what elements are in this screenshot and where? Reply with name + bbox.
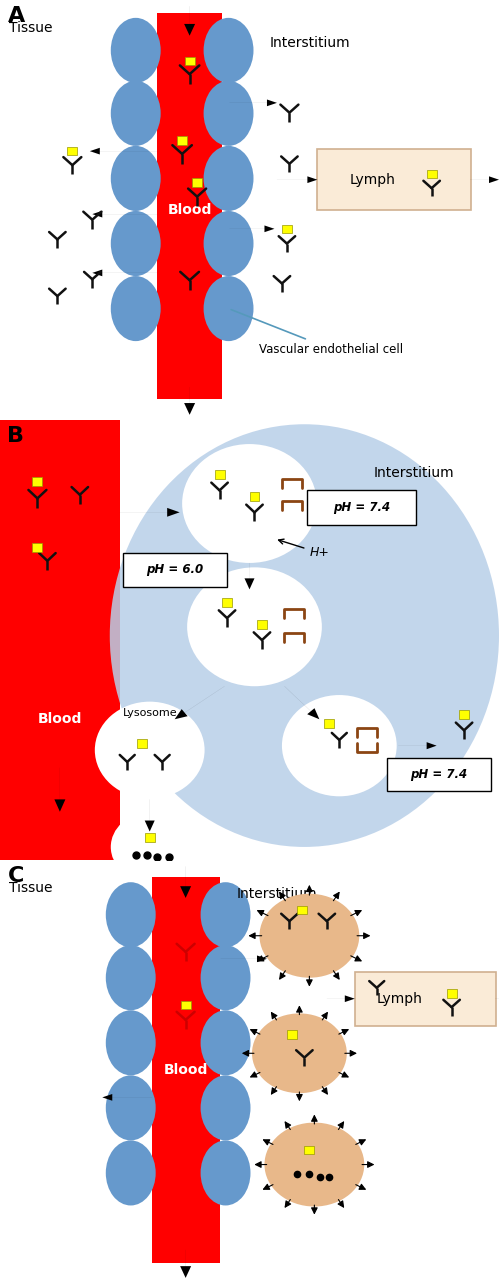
FancyArrow shape: [470, 177, 499, 183]
Text: Blood: Blood: [38, 712, 82, 726]
Ellipse shape: [106, 1010, 156, 1075]
FancyArrow shape: [120, 508, 180, 517]
Bar: [282, 224, 292, 233]
Text: Lymph: Lymph: [377, 992, 423, 1006]
Ellipse shape: [204, 81, 253, 146]
FancyBboxPatch shape: [355, 972, 496, 1025]
FancyArrow shape: [145, 800, 155, 832]
FancyArrow shape: [245, 563, 254, 589]
Bar: [157, 13, 222, 399]
FancyArrow shape: [175, 686, 225, 719]
Ellipse shape: [111, 211, 161, 276]
FancyBboxPatch shape: [123, 553, 227, 586]
Ellipse shape: [111, 146, 161, 211]
Bar: [324, 719, 334, 728]
Bar: [297, 905, 307, 914]
FancyArrow shape: [184, 6, 195, 36]
Ellipse shape: [106, 1140, 156, 1206]
Circle shape: [182, 444, 317, 563]
Bar: [287, 1030, 297, 1038]
FancyArrow shape: [184, 387, 195, 415]
Circle shape: [252, 1014, 347, 1093]
Text: Blood: Blood: [164, 1064, 208, 1076]
Bar: [152, 877, 220, 1263]
FancyArrow shape: [221, 955, 267, 963]
Bar: [215, 471, 225, 479]
Text: C: C: [7, 867, 24, 887]
Ellipse shape: [204, 146, 253, 211]
Text: Tissue: Tissue: [9, 20, 52, 35]
Bar: [257, 621, 267, 628]
FancyArrow shape: [54, 768, 65, 812]
FancyArrow shape: [277, 177, 317, 183]
Bar: [177, 137, 187, 145]
Bar: [185, 56, 195, 65]
Ellipse shape: [201, 1140, 250, 1206]
Text: Interstitium: Interstitium: [237, 887, 318, 901]
FancyArrow shape: [495, 996, 499, 1002]
Text: A: A: [7, 6, 25, 27]
Text: Lymph: Lymph: [349, 173, 395, 187]
Bar: [32, 543, 42, 552]
FancyArrow shape: [92, 270, 157, 276]
Ellipse shape: [110, 424, 499, 847]
Text: Blood: Blood: [168, 204, 212, 216]
FancyBboxPatch shape: [317, 150, 471, 210]
Bar: [192, 178, 202, 187]
Bar: [459, 710, 469, 719]
Ellipse shape: [204, 276, 253, 340]
Text: B: B: [7, 426, 24, 447]
Bar: [447, 989, 457, 998]
Bar: [145, 833, 155, 842]
Circle shape: [111, 813, 189, 882]
Text: H+: H+: [278, 539, 329, 559]
Ellipse shape: [201, 882, 250, 947]
FancyArrow shape: [327, 996, 355, 1002]
Bar: [222, 598, 232, 607]
Circle shape: [187, 567, 322, 686]
Ellipse shape: [111, 276, 161, 340]
FancyBboxPatch shape: [387, 758, 491, 791]
Bar: [32, 477, 42, 486]
Ellipse shape: [201, 945, 250, 1010]
Text: Tissue: Tissue: [9, 881, 52, 895]
Ellipse shape: [204, 211, 253, 276]
FancyArrow shape: [284, 686, 319, 719]
Text: Interstitium: Interstitium: [374, 466, 455, 480]
Bar: [0, 420, 120, 860]
Ellipse shape: [106, 882, 156, 947]
Circle shape: [95, 701, 205, 799]
Circle shape: [259, 893, 359, 978]
Ellipse shape: [106, 945, 156, 1010]
Bar: [427, 170, 437, 178]
FancyArrow shape: [230, 225, 274, 232]
Text: pH = 7.4: pH = 7.4: [411, 768, 468, 781]
Ellipse shape: [201, 1010, 250, 1075]
Ellipse shape: [204, 18, 253, 83]
Bar: [67, 147, 77, 155]
Text: Vascular endothelial cell: Vascular endothelial cell: [231, 310, 404, 356]
Ellipse shape: [106, 1075, 156, 1140]
FancyArrow shape: [180, 1249, 191, 1277]
Ellipse shape: [111, 18, 161, 83]
Circle shape: [282, 695, 397, 796]
Text: pH = 6.0: pH = 6.0: [146, 563, 203, 576]
Ellipse shape: [111, 81, 161, 146]
FancyArrow shape: [92, 211, 157, 218]
Text: Interstitium: Interstitium: [269, 36, 350, 50]
FancyBboxPatch shape: [307, 490, 416, 525]
Bar: [137, 739, 147, 748]
Bar: [304, 1146, 314, 1155]
Text: Lysosome: Lysosome: [122, 708, 177, 718]
Bar: [181, 1001, 191, 1009]
FancyArrow shape: [102, 1094, 152, 1101]
Text: pH = 7.4: pH = 7.4: [333, 500, 390, 513]
FancyArrow shape: [230, 100, 277, 106]
FancyArrow shape: [398, 742, 437, 749]
Ellipse shape: [201, 1075, 250, 1140]
Bar: [250, 493, 259, 502]
FancyArrow shape: [180, 867, 191, 899]
Circle shape: [264, 1123, 364, 1207]
FancyArrow shape: [90, 147, 157, 155]
